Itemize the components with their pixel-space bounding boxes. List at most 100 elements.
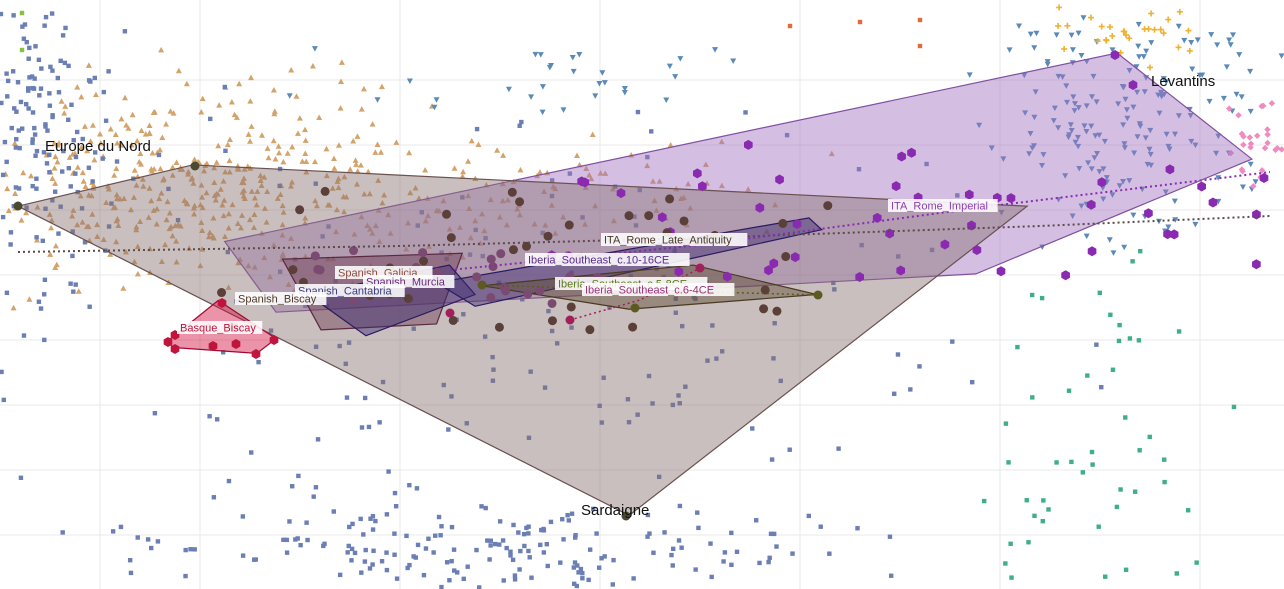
population-labels: ITA_Rome_Imperial ITA_Rome_Late_Antiquity…: [177, 199, 998, 335]
sample-point: [1247, 140, 1255, 147]
sample-point: [1272, 146, 1279, 154]
population-sample: [585, 325, 595, 335]
sample-point: [253, 201, 260, 208]
sample-point: [1022, 110, 1029, 116]
sample-point: [1094, 342, 1099, 347]
sample-point: [574, 583, 580, 589]
sample-point: [1120, 179, 1127, 185]
sample-point: [247, 98, 254, 104]
sample-point: [451, 165, 458, 171]
sample-point: [20, 24, 25, 29]
sample-point: [149, 545, 154, 551]
sample-point: [320, 234, 325, 239]
sample-point: [1148, 162, 1155, 169]
sample-point: [1250, 183, 1257, 190]
sample-point: [661, 274, 667, 280]
sample-point: [1068, 32, 1075, 39]
population-sample: [494, 322, 504, 332]
sample-point: [85, 62, 92, 68]
sample-point: [198, 182, 205, 188]
sample-point: [341, 173, 348, 180]
sample-point: [917, 17, 923, 23]
population-sample: [496, 249, 506, 259]
sample-point: [467, 252, 473, 257]
sample-point: [452, 568, 457, 573]
sample-point: [497, 519, 503, 524]
sample-point: [1108, 312, 1113, 318]
sample-point: [1026, 540, 1031, 545]
sample-point: [20, 169, 27, 176]
sample-point: [512, 577, 518, 582]
sample-point: [113, 165, 120, 172]
sample-point: [729, 562, 734, 568]
population-label-text: Iberia_Southeast_c.6-4CE: [585, 285, 714, 297]
sample-point: [18, 99, 24, 105]
sample-point: [370, 562, 375, 567]
sample-point: [392, 531, 397, 536]
sample-point: [718, 182, 725, 189]
sample-point: [1100, 166, 1107, 172]
sample-point: [151, 108, 158, 115]
sample-point: [112, 204, 119, 210]
sample-point: [121, 195, 128, 202]
sample-point: [895, 352, 901, 357]
sample-point: [354, 181, 361, 187]
population-sample: [310, 251, 320, 261]
sample-point: [359, 425, 365, 430]
sample-point: [677, 56, 684, 62]
sample-point: [531, 221, 538, 227]
sample-point: [52, 180, 59, 186]
sample-point: [1110, 367, 1116, 372]
sample-point: [1130, 104, 1137, 111]
sample-point: [499, 197, 506, 204]
sample-point: [52, 189, 58, 194]
sample-point: [1226, 105, 1233, 112]
population-sample: [1061, 270, 1070, 281]
sample-point: [465, 564, 470, 569]
sample-point: [158, 46, 165, 53]
sample-point: [309, 62, 316, 69]
population-label-text: Spanish_Biscay: [238, 294, 317, 306]
population-sample: [964, 189, 974, 200]
sample-point: [8, 230, 14, 235]
sample-point: [16, 186, 22, 191]
sample-point: [790, 551, 795, 556]
population-sample: [445, 308, 455, 318]
sample-point: [107, 251, 114, 257]
sample-point: [490, 354, 495, 360]
sample-point: [500, 538, 506, 543]
population-label-ita-rome-late-antiquity: ITA_Rome_Late_Antiquity: [601, 233, 748, 247]
sample-point: [70, 253, 75, 259]
sample-point: [279, 202, 286, 209]
sample-point: [1123, 415, 1128, 420]
population-sample: [778, 218, 788, 228]
sample-point: [554, 341, 560, 346]
sample-point: [466, 205, 473, 211]
sample-point: [650, 401, 655, 406]
sample-point: [349, 558, 354, 563]
sample-point: [145, 214, 152, 220]
sample-point: [177, 166, 184, 172]
sample-point: [277, 183, 282, 189]
sample-point: [313, 485, 319, 490]
sample-point: [1133, 64, 1140, 70]
sample-point: [68, 281, 73, 286]
sample-point: [228, 98, 235, 105]
sample-point: [208, 116, 213, 122]
sample-point: [248, 188, 255, 194]
sample-point: [107, 126, 114, 132]
sample-point: [653, 207, 660, 213]
sample-point: [1118, 487, 1123, 492]
sample-point: [542, 385, 548, 390]
sample-point: [220, 350, 226, 355]
sample-point: [1147, 151, 1154, 158]
sample-point: [1078, 203, 1085, 209]
sample-point: [251, 211, 258, 218]
sample-point: [51, 140, 58, 146]
sample-point: [597, 170, 604, 176]
sample-point: [487, 196, 494, 203]
sample-point: [249, 450, 254, 455]
sample-point: [23, 101, 29, 107]
sample-point: [456, 224, 463, 230]
sample-point: [166, 186, 171, 192]
